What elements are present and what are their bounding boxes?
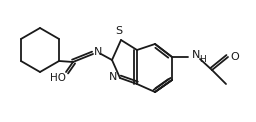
Text: S: S bbox=[115, 26, 123, 36]
Text: N: N bbox=[192, 50, 200, 60]
Text: N: N bbox=[94, 47, 102, 57]
Text: HO: HO bbox=[50, 73, 66, 83]
Text: H: H bbox=[199, 56, 206, 65]
Text: O: O bbox=[231, 52, 239, 62]
Text: N: N bbox=[109, 72, 117, 82]
